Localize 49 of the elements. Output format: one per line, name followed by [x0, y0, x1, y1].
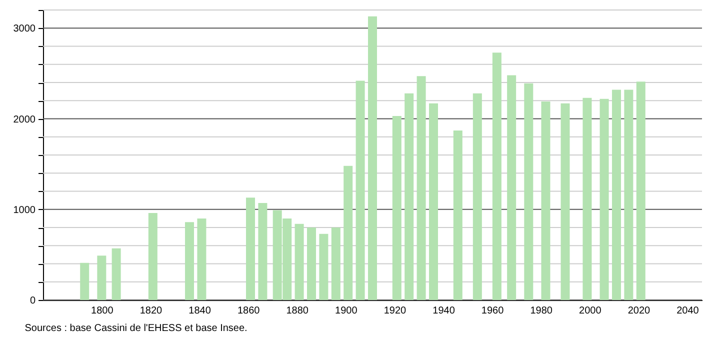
x-tick-label: 1920: [384, 306, 407, 316]
bar: [492, 52, 502, 300]
x-tick-label: 1820: [140, 306, 163, 316]
bar: [600, 98, 609, 300]
x-tick-label: 2000: [579, 306, 602, 316]
x-tick-label: 1900: [335, 306, 358, 316]
bar: [185, 222, 194, 300]
bar: [97, 256, 106, 300]
x-tick-label: 1840: [188, 306, 212, 316]
bar: [404, 93, 414, 300]
bar: [472, 93, 482, 300]
y-tick-label: 1000: [13, 204, 36, 216]
bar: [368, 16, 377, 300]
bar: [612, 90, 621, 300]
bar: [636, 82, 646, 300]
bar: [524, 83, 534, 300]
bar: [197, 218, 206, 300]
x-tick-label: 1800: [91, 306, 114, 316]
bar: [319, 234, 328, 300]
bar: [582, 98, 592, 300]
y-tick-label: 3000: [13, 24, 36, 35]
bar: [560, 103, 570, 300]
bar: [392, 116, 402, 300]
x-tick-label: 1960: [481, 306, 504, 316]
bar: [112, 248, 121, 300]
bar: [624, 90, 634, 300]
bar: [307, 228, 316, 300]
x-tick-label: 1860: [237, 306, 260, 316]
bar: [453, 130, 462, 300]
bar: [294, 224, 304, 300]
x-tick-label: 1940: [432, 306, 456, 316]
bar: [331, 228, 340, 300]
bar: [344, 166, 353, 300]
bar: [356, 80, 365, 300]
bar: [507, 75, 516, 300]
source-note: Sources : base Cassini de l'EHESS et base Insee.: [24, 323, 248, 334]
bar: [416, 76, 426, 300]
bar: [246, 198, 256, 300]
x-tick-label: 1980: [530, 306, 553, 316]
y-tick-label: 2000: [13, 114, 36, 126]
bar: [541, 102, 550, 300]
bar: [428, 103, 438, 300]
x-tick-label: 2020: [628, 306, 651, 316]
bar: [80, 262, 90, 300]
x-tick-label: 1880: [286, 306, 309, 316]
bar: [148, 213, 158, 300]
y-tick-label: 0: [30, 296, 36, 306]
x-tick-label: 2040: [676, 306, 700, 316]
bar: [258, 203, 268, 300]
